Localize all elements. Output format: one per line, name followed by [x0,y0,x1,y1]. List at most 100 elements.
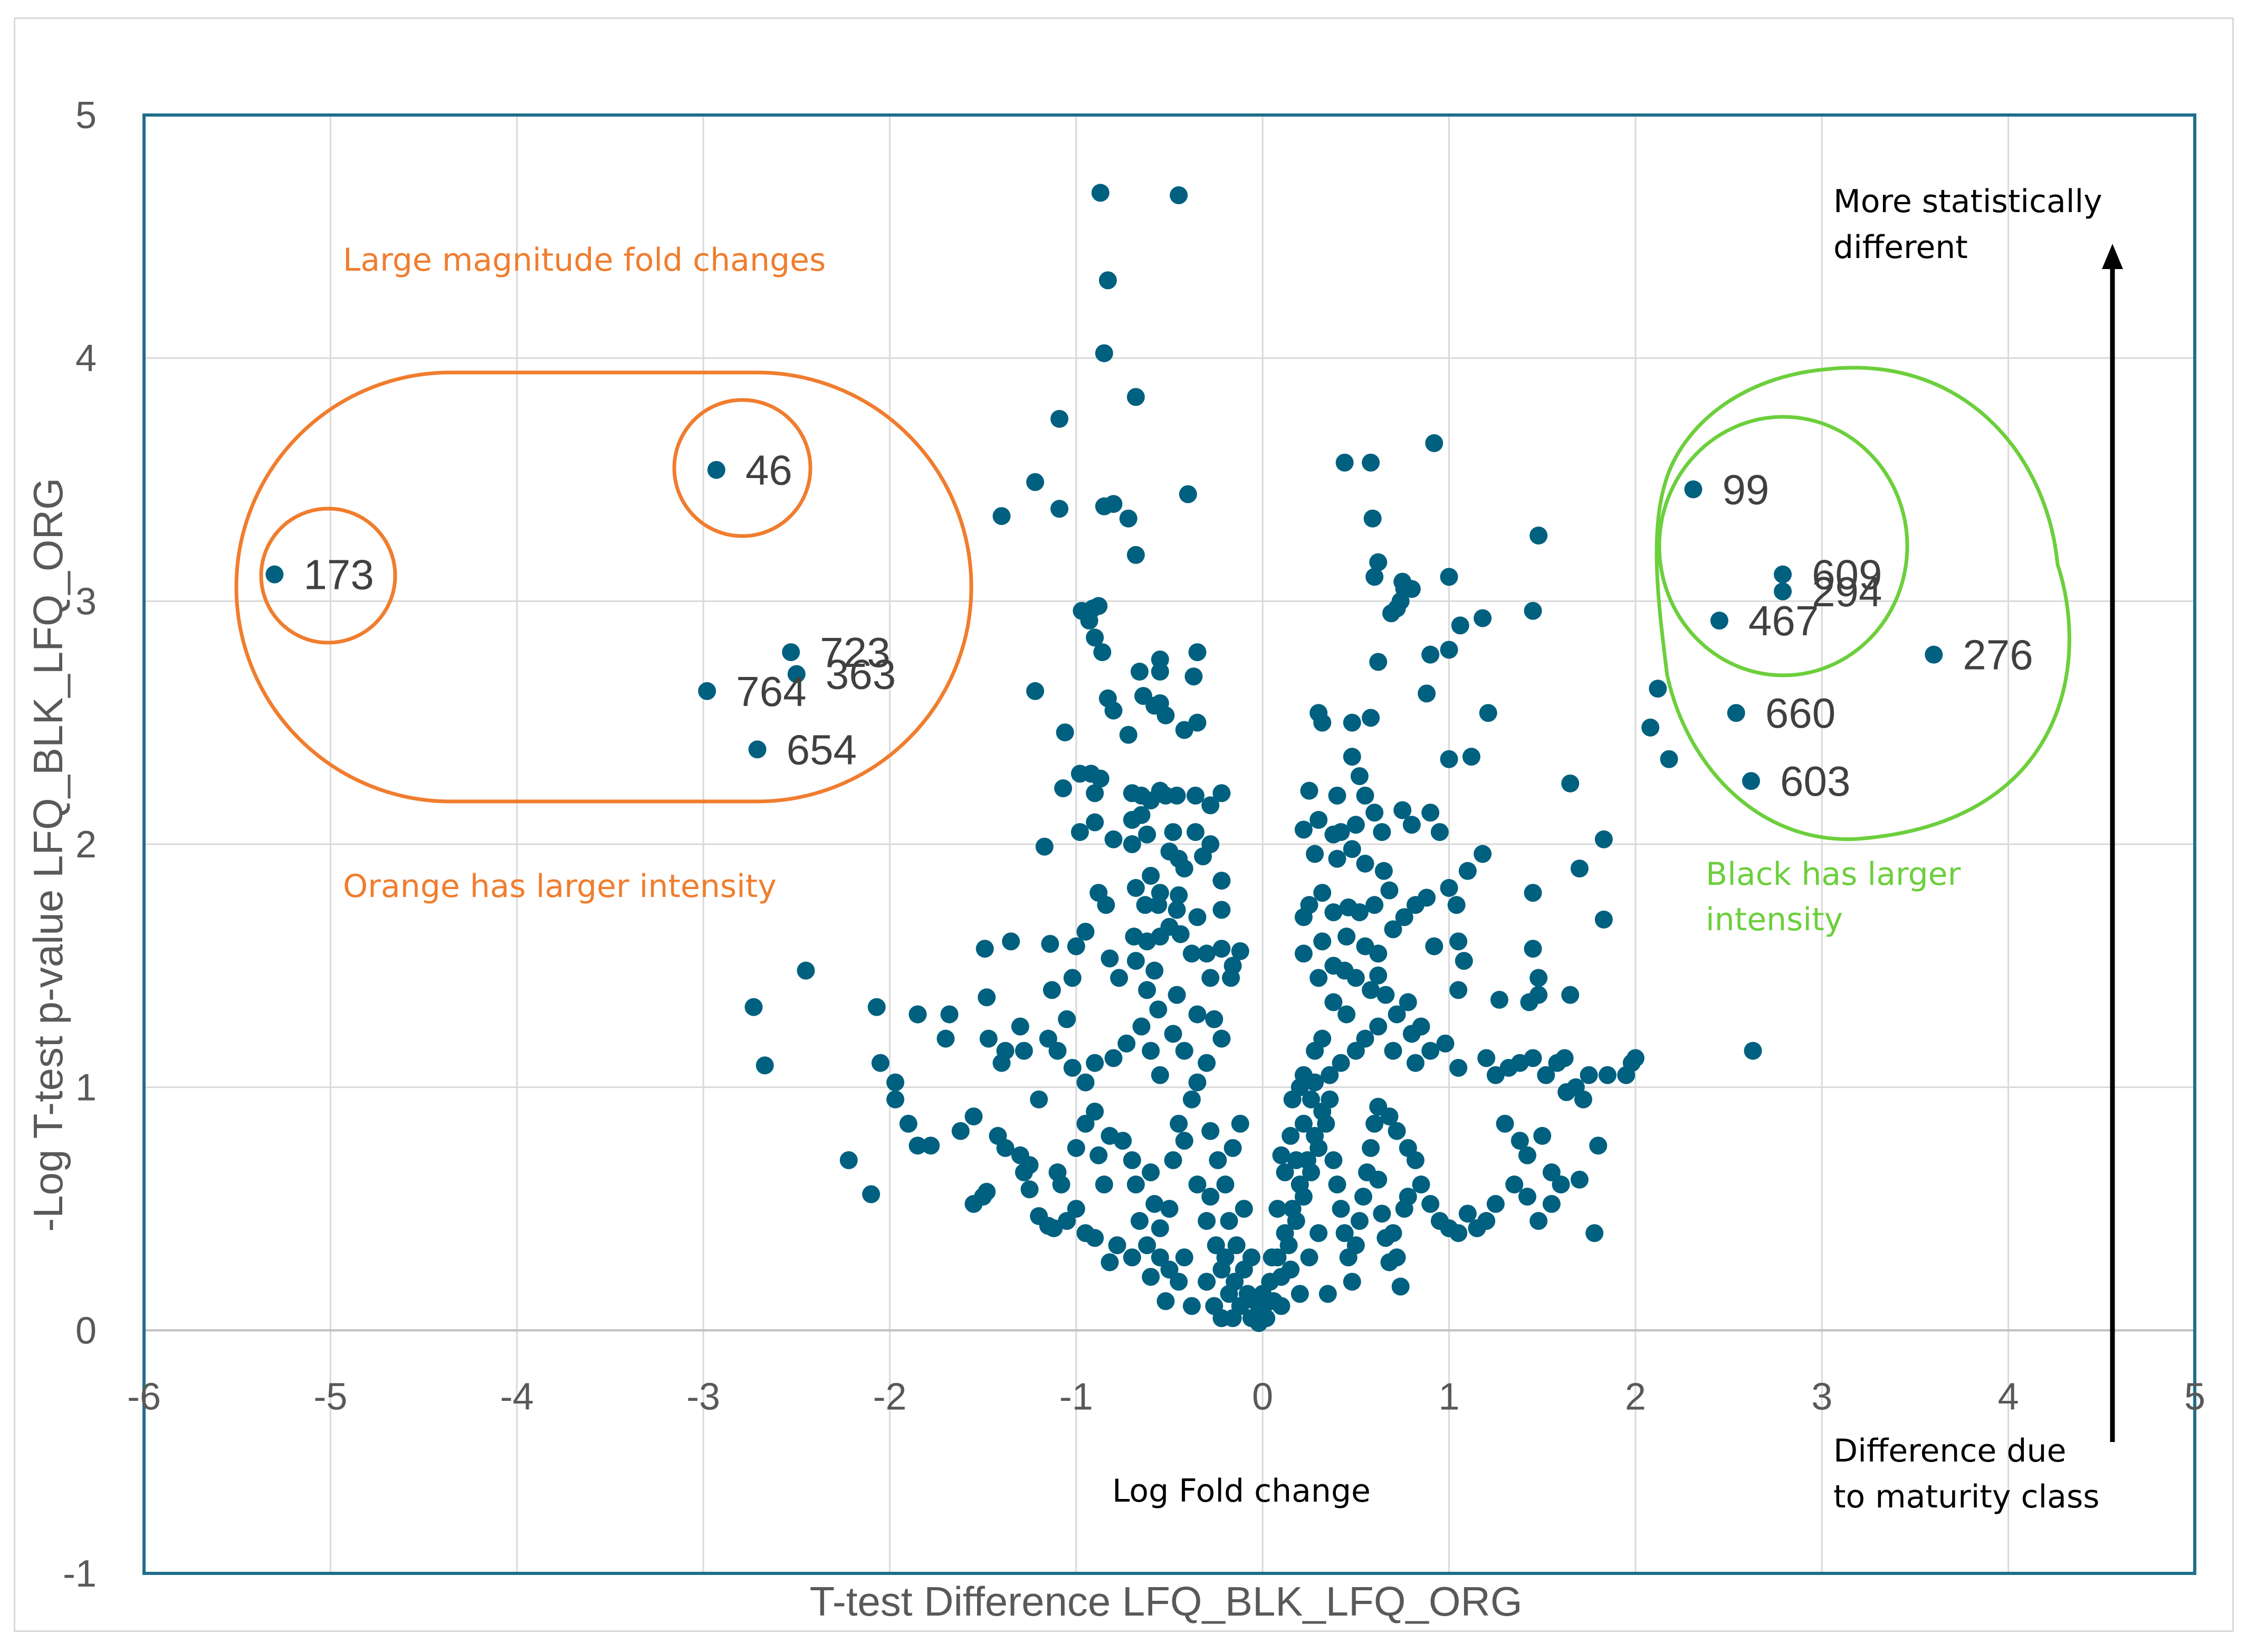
green-outer-region [1655,366,2071,841]
data-point [1043,981,1061,999]
data-point [1391,1277,1410,1296]
data-point [1050,409,1069,428]
data-point [1126,952,1145,970]
data-point [1101,949,1119,968]
data-point [1309,1224,1328,1243]
data-point [886,1073,905,1092]
data-point [1363,509,1382,528]
y-tick-label: 3 [75,580,97,623]
data-point [1436,1034,1455,1053]
data-point [1220,1212,1238,1230]
data-point [1321,1090,1339,1109]
data-point [1257,1309,1276,1328]
data-point [1440,568,1458,586]
data-point [1318,1285,1337,1303]
data-point [1598,1066,1617,1084]
data-point [1282,1126,1300,1145]
data-points [744,184,1762,1332]
data-point [1086,1054,1104,1072]
data-point [1126,1175,1145,1193]
data-point [1276,1163,1294,1181]
data-point [1537,1066,1555,1084]
annotations: Large magnitude fold changes Orange has … [343,183,2102,1515]
data-point [1035,837,1054,856]
data-point [1585,1224,1604,1243]
data-point [1486,1195,1505,1213]
labeled-point-363 [787,665,806,683]
data-point [1263,1248,1281,1267]
data-point [1313,932,1332,951]
data-point [1477,1049,1496,1067]
data-point [1182,1090,1201,1109]
data-point [1570,1170,1589,1189]
data-point [1589,1137,1608,1155]
data-point [1188,713,1207,732]
data-point [1402,816,1421,834]
data-point [1343,748,1361,766]
data-point [1458,862,1477,880]
data-point [1272,1146,1290,1164]
data-point [1067,1200,1085,1218]
data-point [1294,1187,1313,1206]
data-point [1362,453,1380,472]
data-point [1227,1236,1246,1255]
data-point [1425,434,1443,452]
data-point [1369,1017,1388,1036]
x-tick-label: 4 [1998,1376,2019,1418]
y-tick-label: 4 [75,338,97,380]
orange-circle-46 [672,398,812,538]
data-point [1086,813,1104,832]
data-point [1346,1042,1365,1060]
data-point [1054,779,1073,798]
data-point [1356,1029,1374,1048]
data-point [1130,1212,1149,1230]
data-point [1449,932,1468,951]
data-point [1529,969,1548,987]
point-label-654: 654 [787,726,857,773]
data-point [1524,601,1542,620]
annotation-black-larger-line2: intensity [1706,901,1843,938]
data-point [1339,898,1357,916]
data-point [976,940,994,958]
data-point [1412,1175,1430,1193]
data-point [1168,786,1186,805]
data-point [1117,1034,1136,1053]
data-point [1474,609,1492,627]
data-point [1283,1090,1302,1109]
data-point [1168,986,1186,1004]
labeled-point-660 [1727,704,1745,722]
data-point [1324,993,1343,1011]
data-point [1641,718,1660,737]
data-point [1170,186,1188,205]
data-point [1594,910,1613,929]
data-point [1369,1097,1388,1116]
data-point [1056,723,1074,742]
data-point [1205,1010,1223,1028]
data-point [1365,804,1384,822]
data-point [1080,612,1098,630]
data-point [1095,1175,1113,1193]
data-point [1188,643,1207,662]
data-point [1373,823,1391,841]
data-point [1290,1285,1309,1303]
data-point [1505,1175,1524,1193]
data-point [1468,1219,1486,1237]
data-point [1048,1042,1067,1060]
data-point [1425,937,1443,956]
data-point [1362,981,1380,999]
labeled-point-99 [1684,480,1703,499]
data-point [1201,1122,1220,1140]
data-point [1328,849,1346,868]
data-point [1287,1212,1305,1230]
data-point [1186,823,1204,841]
data-point [1212,940,1231,958]
data-point [1209,1151,1227,1169]
data-point [1067,937,1085,956]
data-point [1496,1114,1514,1133]
x-tick-label: -6 [127,1376,161,1418]
data-point [1282,1261,1300,1279]
x-tick-label: 1 [1439,1376,1460,1418]
data-point [1119,509,1137,528]
chart-frame [14,17,2234,1632]
